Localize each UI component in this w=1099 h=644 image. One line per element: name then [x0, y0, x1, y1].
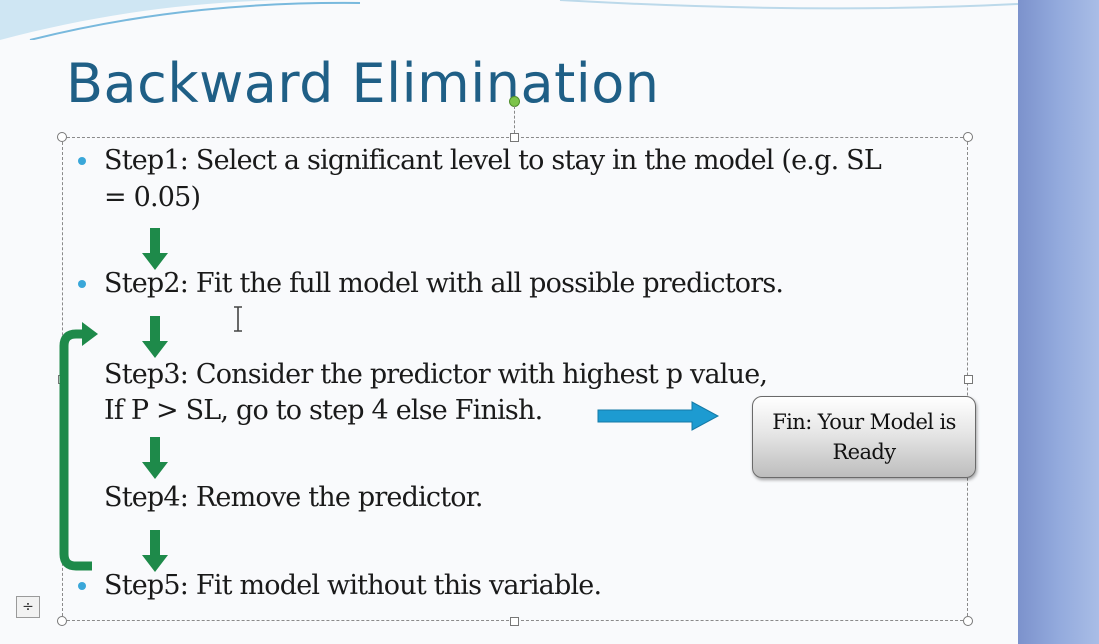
resize-handle-bottom[interactable]: [510, 617, 519, 626]
resize-handle-top-left[interactable]: [57, 132, 67, 142]
step1-text-line2[interactable]: = 0.05): [104, 182, 201, 213]
resize-handle-top-right[interactable]: [963, 132, 973, 142]
text-cursor-icon: [234, 306, 242, 332]
window-background: [1018, 0, 1099, 644]
step5-text[interactable]: Step5: Fit model without this variable.: [104, 570, 602, 601]
down-arrow-icon: [142, 437, 168, 479]
finish-box[interactable]: Fin: Your Model is Ready: [752, 396, 976, 478]
loop-bracket-arrow-icon: [59, 322, 98, 571]
decorative-swoosh: [0, 0, 1018, 40]
down-arrow-icon: [142, 228, 168, 270]
resize-handle-bottom-right[interactable]: [963, 616, 973, 626]
slide-title[interactable]: Backward Elimination: [66, 52, 660, 115]
resize-handle-top[interactable]: [510, 133, 519, 142]
autofit-options-icon[interactable]: ÷: [16, 596, 40, 618]
down-arrow-icon: [142, 530, 168, 572]
resize-handle-bottom-left[interactable]: [57, 616, 67, 626]
resize-handle-right[interactable]: [964, 375, 973, 384]
right-arrow-icon: [597, 401, 720, 431]
slide-canvas[interactable]: Backward Elimination Step1: Select a sig…: [0, 0, 1018, 644]
step2-text[interactable]: Step2: Fit the full model with all possi…: [104, 268, 784, 299]
step4-text[interactable]: Step4: Remove the predictor.: [104, 482, 483, 513]
bullet-step5: [78, 582, 86, 590]
step1-text-line1[interactable]: Step1: Select a significant level to sta…: [104, 145, 882, 176]
rotation-handle-line: [514, 106, 515, 133]
step3-text-line2[interactable]: If P > SL, go to step 4 else Finish.: [104, 395, 543, 426]
bullet-step2: [78, 280, 86, 288]
finish-label: Fin: Your Model is Ready: [772, 410, 956, 464]
step3-text-line1[interactable]: Step3: Consider the predictor with highe…: [104, 359, 768, 390]
down-arrow-icon: [142, 316, 168, 358]
bullet-step1: [78, 157, 86, 165]
